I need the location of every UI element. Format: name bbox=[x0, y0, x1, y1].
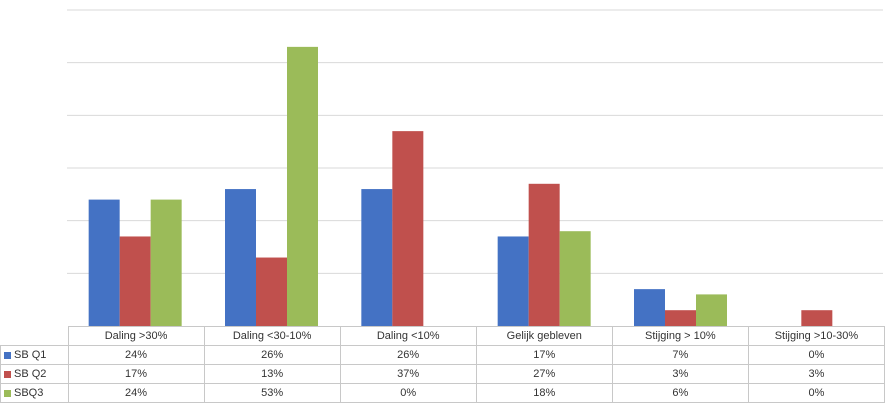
data-label: 6% bbox=[611, 383, 749, 403]
bar-sbq3-0 bbox=[150, 199, 182, 326]
data-label: 24% bbox=[67, 345, 205, 365]
data-label: 0% bbox=[747, 345, 885, 365]
bar-sb-q2-0 bbox=[119, 236, 151, 326]
table-body: SB Q1 24% 26% 26% 17% 7% 0% SB Q2 17% 13% 37% 27% 3%… bbox=[0, 345, 885, 403]
series-name: SB Q1 bbox=[14, 349, 47, 362]
category-label: Daling >30% bbox=[67, 326, 205, 346]
bar-sbq3-3 bbox=[559, 231, 591, 326]
bar-sb-q1-3 bbox=[497, 236, 529, 326]
table-row: SB Q1 24% 26% 26% 17% 7% 0% bbox=[0, 345, 885, 365]
bar-sb-q1-0 bbox=[88, 199, 120, 326]
bars bbox=[88, 46, 833, 326]
bar-chart bbox=[67, 9, 883, 326]
category-header-row: Daling >30% Daling <30-10% Daling <10% Geli… bbox=[0, 326, 885, 346]
data-label: 3% bbox=[747, 364, 885, 384]
category-label: Daling <30-10% bbox=[203, 326, 341, 346]
table-row: SBQ3 24% 53% 0% 18% 6% 0% bbox=[0, 383, 885, 403]
series-legend-cell: SB Q1 bbox=[0, 345, 69, 365]
bar-sb-q1-1 bbox=[225, 189, 256, 326]
data-label: 0% bbox=[339, 383, 477, 403]
category-label: Stijging >10-30% bbox=[747, 326, 885, 346]
data-label: 17% bbox=[475, 345, 613, 365]
data-label: 26% bbox=[203, 345, 341, 365]
bar-sb-q1-2 bbox=[361, 189, 393, 326]
bar-sb-q1-4 bbox=[634, 289, 665, 326]
series-name: SBQ3 bbox=[14, 387, 44, 400]
bar-sb-q2-2 bbox=[392, 131, 424, 326]
series-legend-cell: SB Q2 bbox=[0, 364, 69, 384]
category-label: Daling <10% bbox=[339, 326, 477, 346]
gridlines bbox=[67, 9, 883, 274]
bar-sb-q2-5 bbox=[801, 310, 833, 326]
data-label: 18% bbox=[475, 383, 613, 403]
data-label: 53% bbox=[203, 383, 341, 403]
data-label: 7% bbox=[611, 345, 749, 365]
legend-key bbox=[4, 370, 11, 378]
data-label: 0% bbox=[747, 383, 885, 403]
data-label: 24% bbox=[67, 383, 205, 403]
data-label: 26% bbox=[339, 345, 477, 365]
bar-sb-q2-3 bbox=[528, 183, 560, 326]
data-label: 27% bbox=[475, 364, 613, 384]
legend-key bbox=[4, 389, 11, 397]
table-row: SB Q2 17% 13% 37% 27% 3% 3% bbox=[0, 364, 885, 384]
table-corner bbox=[0, 326, 69, 346]
bar-sb-q2-1 bbox=[256, 257, 287, 326]
series-name: SB Q2 bbox=[14, 368, 47, 381]
data-label: 17% bbox=[67, 364, 205, 384]
bar-sb-q2-4 bbox=[665, 310, 696, 326]
category-label: Stijging > 10% bbox=[611, 326, 749, 346]
data-table: Daling >30% Daling <30-10% Daling <10% Geli… bbox=[0, 326, 885, 403]
data-label: 13% bbox=[203, 364, 341, 384]
bar-sbq3-4 bbox=[696, 294, 727, 326]
series-legend-cell: SBQ3 bbox=[0, 383, 69, 403]
bar-sbq3-1 bbox=[287, 46, 318, 326]
data-label: 37% bbox=[339, 364, 477, 384]
data-label: 3% bbox=[611, 364, 749, 384]
legend-key bbox=[4, 351, 11, 359]
category-label: Gelijk gebleven bbox=[475, 326, 613, 346]
